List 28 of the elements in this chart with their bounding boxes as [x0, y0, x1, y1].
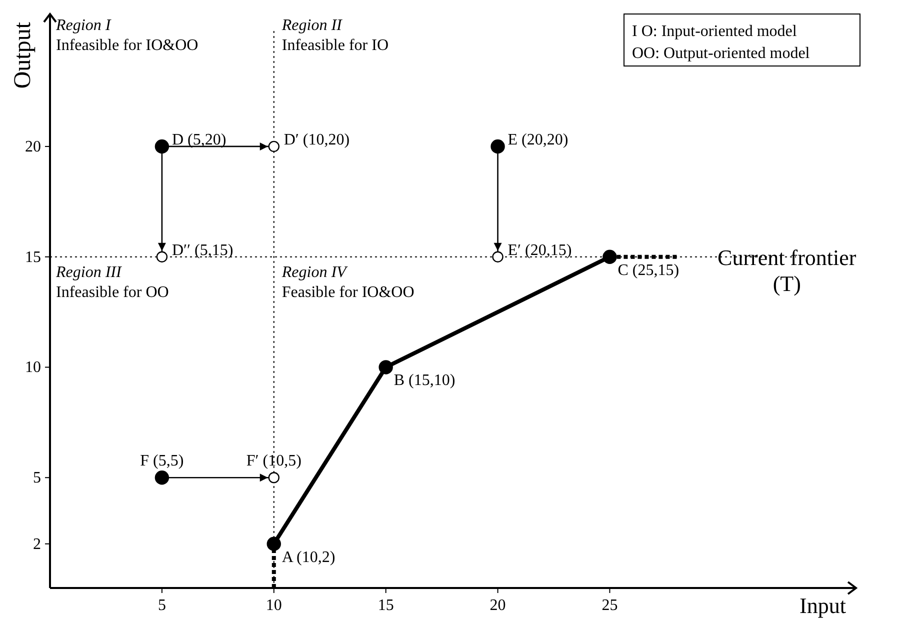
annotation: I O: Input-oriented model OO: Output-oriented model [632, 23, 810, 62]
annotation: D (5,20) [172, 131, 226, 148]
annotation: E′ (20,15) [508, 242, 572, 259]
x-tick-label: 15 [378, 597, 394, 614]
annotation: F (5,5) [140, 452, 184, 470]
y-tick-label: 10 [25, 359, 41, 376]
x-tick-label: 10 [266, 597, 282, 614]
x-tick-label: 20 [490, 597, 506, 614]
annotation: Region IV Feasible for IO&OO [280, 264, 414, 301]
y-tick-label: 15 [25, 248, 41, 266]
annotation: Current frontier (T) [718, 244, 857, 296]
annotation: D′′ (5,15) [172, 242, 234, 259]
annotation: A (10,2) [282, 548, 336, 566]
annotation: E (20,20) [508, 131, 568, 148]
x-axis-title: Input [800, 593, 846, 618]
x-tick-label: 25 [602, 597, 618, 614]
y-tick-label: 20 [25, 138, 41, 156]
x-tick-label: 5 [158, 597, 166, 614]
annotation: F′ (10,5) [246, 452, 302, 470]
annotation: B (15,10) [394, 372, 456, 390]
annotation: Region II Infeasible for IO [280, 17, 389, 54]
annotation: Region III Infeasible for OO [55, 264, 169, 301]
annotation: D′ (10,20) [284, 131, 350, 148]
y-tick-label: 5 [33, 470, 41, 487]
y-axis-title: Output [10, 22, 36, 89]
y-tick-label: 2 [33, 536, 41, 553]
annotation: Region I Infeasible for IO&OO [55, 17, 198, 54]
annotation: C (25,15) [618, 262, 680, 279]
